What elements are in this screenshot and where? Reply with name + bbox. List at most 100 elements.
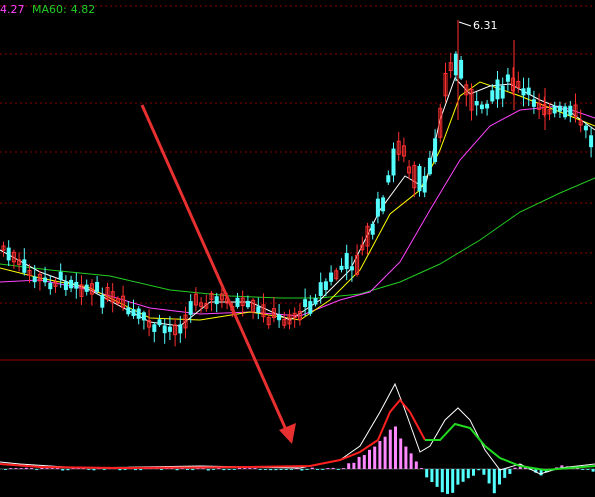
histogram-bar: [295, 468, 299, 469]
candle: [329, 265, 334, 286]
ma-fast-line: [0, 77, 595, 327]
candle-body: [438, 107, 443, 138]
candle: [323, 278, 328, 297]
candle: [199, 297, 204, 314]
candle: [100, 287, 105, 314]
candle-body: [37, 274, 42, 282]
histogram-bar: [420, 468, 423, 469]
histogram-bar: [186, 469, 189, 471]
candle: [542, 96, 547, 117]
candle-body: [339, 265, 344, 270]
candle-body: [22, 259, 27, 273]
candle-body: [355, 254, 360, 275]
candle-body: [323, 281, 328, 290]
candle: [313, 294, 318, 307]
candle-body: [282, 318, 287, 326]
candle: [43, 266, 48, 287]
candle: [401, 137, 406, 163]
candle-body: [152, 324, 157, 332]
candle-body: [1, 245, 6, 251]
candle-body: [6, 247, 11, 261]
histogram-bar: [264, 469, 267, 470]
candle-body: [58, 271, 63, 280]
histogram-bar: [248, 468, 252, 469]
candle: [292, 307, 297, 328]
price-grid: [0, 5, 595, 304]
candle-body: [464, 84, 469, 96]
candle: [589, 126, 594, 158]
candle-body: [115, 298, 120, 304]
histogram-bar: [24, 467, 28, 469]
candle: [48, 275, 53, 295]
histogram-bar: [581, 469, 585, 470]
candle-body: [162, 325, 167, 334]
candle-body: [84, 284, 89, 292]
candle: [110, 283, 115, 313]
candle: [141, 310, 146, 330]
candle: [188, 294, 193, 323]
candlestick-series[interactable]: [1, 20, 594, 347]
histogram-bar: [414, 461, 418, 469]
candle-body: [370, 223, 375, 235]
candle: [573, 93, 578, 123]
candle-body: [297, 310, 302, 321]
candle: [193, 287, 198, 312]
candle-body: [583, 125, 588, 131]
candle: [58, 263, 63, 288]
candle: [448, 52, 453, 79]
histogram-bar: [331, 467, 335, 469]
candle: [282, 311, 287, 329]
candle-body: [505, 74, 510, 82]
candle-body: [547, 109, 552, 115]
histogram-bar: [492, 469, 496, 494]
candle-body: [563, 106, 568, 118]
candle-body: [443, 72, 448, 97]
candle-body: [79, 284, 84, 297]
candle: [261, 293, 266, 323]
histogram-bar: [482, 469, 486, 475]
candle: [469, 83, 474, 121]
histogram-bar: [316, 469, 319, 470]
candle: [318, 272, 323, 304]
histogram-bar: [451, 469, 455, 493]
candle-body: [422, 175, 427, 193]
candle-body: [349, 266, 354, 271]
candle: [427, 150, 432, 176]
candle-body: [69, 279, 74, 289]
candle: [27, 264, 32, 283]
candle-body: [589, 135, 594, 148]
candle: [531, 90, 536, 114]
histogram-bar: [310, 467, 314, 469]
candle-body: [11, 251, 16, 263]
histogram-bar: [212, 469, 215, 470]
candle: [53, 277, 58, 293]
candle: [557, 101, 562, 118]
candle: [375, 191, 380, 224]
candle: [349, 256, 354, 282]
histogram-bar: [399, 438, 403, 469]
histogram-bar: [378, 441, 382, 469]
candle: [479, 101, 484, 114]
candle-body: [214, 296, 219, 305]
candle-body: [100, 294, 105, 308]
histogram-bar: [534, 469, 538, 473]
candle-body: [500, 85, 505, 99]
candle-body: [490, 90, 495, 102]
histogram-bar: [123, 469, 127, 470]
candle: [84, 279, 89, 296]
histogram-bar: [191, 469, 195, 471]
candle: [204, 294, 209, 312]
candle: [162, 318, 167, 344]
candle: [266, 314, 271, 329]
candle: [32, 265, 37, 289]
candle: [547, 102, 552, 121]
candle: [433, 129, 438, 165]
histogram-bar: [336, 469, 340, 470]
candle-body: [453, 53, 458, 76]
candle-body: [427, 157, 432, 175]
candle-body: [121, 295, 126, 308]
candle-body: [318, 282, 323, 296]
histogram-bar: [160, 469, 163, 470]
histogram-bar: [586, 469, 590, 470]
